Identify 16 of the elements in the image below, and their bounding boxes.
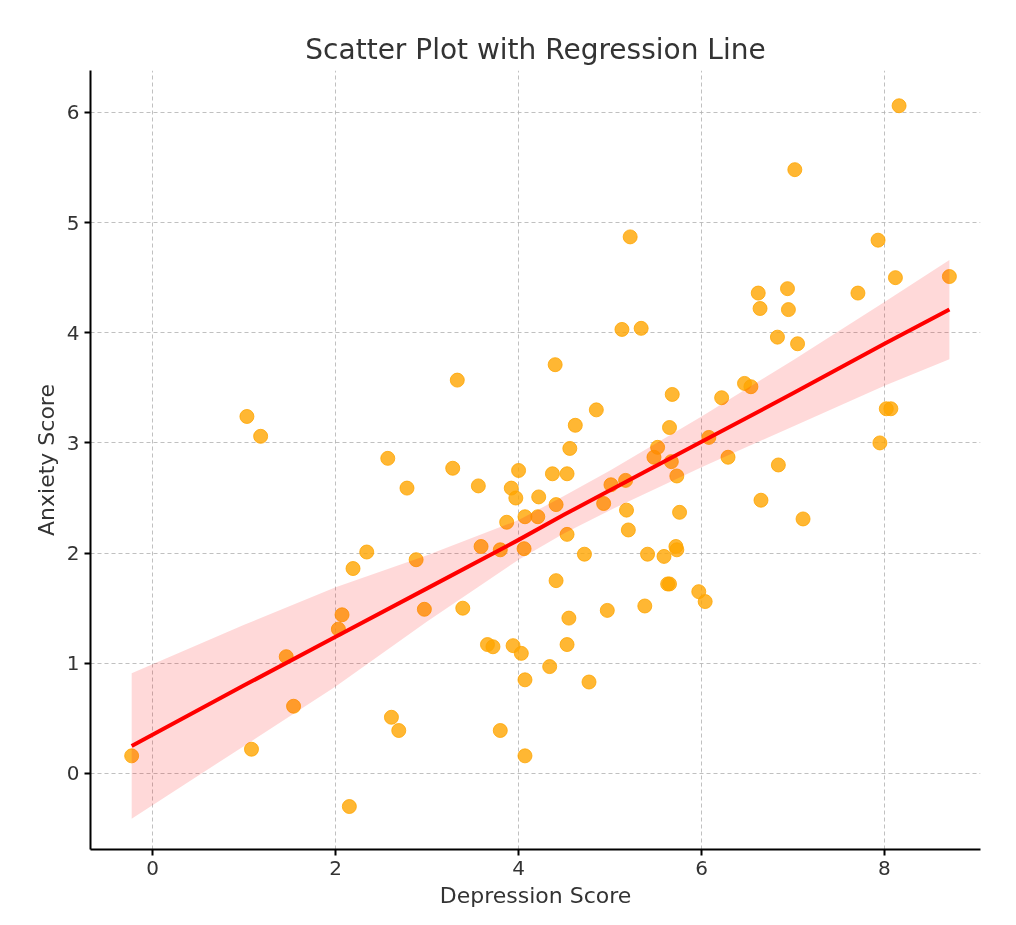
y-tick-label: 0 [66, 761, 80, 786]
y-tick-label: 4 [66, 320, 80, 345]
x-tick-label: 8 [878, 855, 891, 880]
y-tick-label: 6 [66, 100, 80, 125]
x-tick-label: 0 [146, 855, 160, 880]
y-tick-label: 5 [66, 210, 80, 235]
x-tick-label: 6 [695, 855, 708, 880]
x-axis-title: Depression Score [439, 882, 632, 908]
chart-title: Scatter Plot with Regression Line [305, 32, 766, 66]
y-tick-label: 1 [66, 651, 80, 676]
y-tick-label: 3 [66, 430, 80, 455]
x-tick-label: 4 [512, 855, 525, 880]
x-tick-label: 2 [329, 855, 343, 880]
y-tick-label: 2 [66, 541, 80, 566]
line-series [129, 307, 952, 748]
y-axis-title: Anxiety Score [33, 384, 59, 536]
